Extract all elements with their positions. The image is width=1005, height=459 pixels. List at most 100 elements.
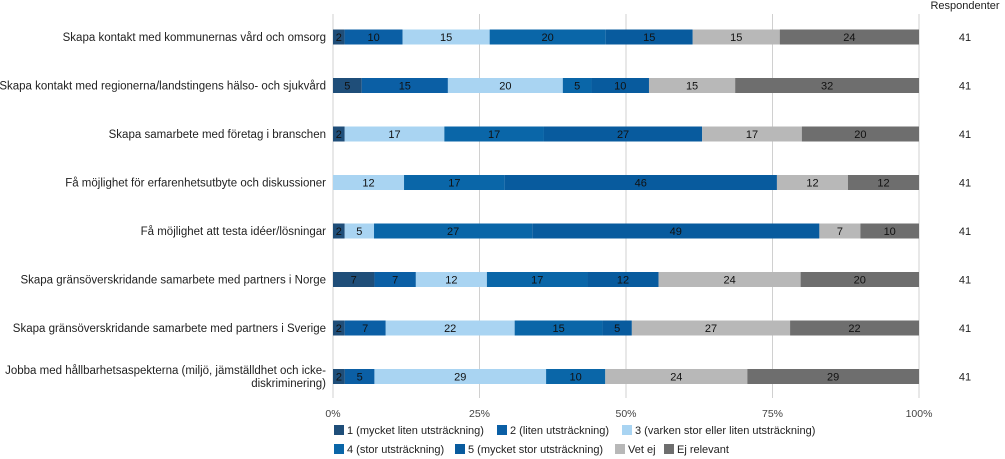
bar-value-label: 12 — [877, 178, 889, 190]
bar-segment[interactable] — [562, 78, 592, 93]
bar-segment[interactable] — [333, 126, 345, 142]
bar-value-label: 20 — [499, 81, 511, 93]
bar-value-label: 49 — [670, 226, 682, 238]
bar-segment[interactable] — [514, 320, 603, 336]
legend-swatch — [497, 425, 507, 435]
bar-value-label: 29 — [454, 372, 466, 384]
category-label: Skapa gränsöverskridande samarbete med p… — [13, 323, 326, 335]
bar-segment[interactable] — [444, 126, 544, 142]
bar-segment[interactable] — [587, 272, 659, 287]
respondents-count: 41 — [959, 32, 971, 44]
bar-value-label: 12 — [806, 178, 818, 190]
bar-value-label: 12 — [445, 275, 457, 287]
bar-segment[interactable] — [344, 223, 375, 239]
bar-segment[interactable] — [344, 320, 386, 336]
bar-segment[interactable] — [546, 369, 606, 384]
bar-segment[interactable] — [344, 369, 375, 384]
x-tick-label: 100% — [906, 408, 933, 420]
respondents-header: Respondenter — [930, 0, 999, 12]
bar-segment[interactable] — [702, 126, 802, 142]
bar-value-label: 5 — [356, 226, 362, 238]
bar-segment[interactable] — [447, 78, 563, 93]
bar-value-label: 7 — [837, 226, 843, 238]
bar-segment[interactable] — [415, 272, 487, 287]
bar-value-label: 10 — [884, 226, 896, 238]
bar-value-label: 15 — [686, 81, 698, 93]
bar-value-label: 17 — [531, 275, 543, 287]
respondents-count: 41 — [959, 81, 971, 93]
legend-entry: Vet ej — [628, 444, 656, 456]
bar-segment[interactable] — [333, 320, 345, 336]
bar-value-label: 32 — [821, 81, 833, 93]
bar-segment[interactable] — [333, 272, 375, 287]
bar-segment[interactable] — [605, 369, 748, 384]
bar-segment[interactable] — [602, 320, 632, 336]
bar-value-label: 2 — [336, 129, 342, 141]
category-label: Skapa gränsöverskridande samarbete med p… — [20, 275, 326, 287]
bar-segment[interactable] — [402, 29, 490, 45]
category-label: diskriminering) — [251, 378, 326, 390]
bar-segment[interactable] — [333, 78, 362, 93]
bar-segment[interactable] — [361, 78, 448, 93]
bar-value-label: 2 — [336, 372, 342, 384]
bar-segment[interactable] — [344, 29, 403, 45]
bar-segment[interactable] — [543, 126, 703, 142]
bar-segment[interactable] — [404, 175, 505, 190]
category-label: Skapa samarbete med företag i branschen — [109, 129, 326, 141]
bar-segment[interactable] — [860, 223, 919, 239]
bar-value-label: 2 — [336, 32, 342, 44]
x-tick-label: 25% — [469, 408, 490, 420]
bar-value-label: 17 — [746, 129, 758, 141]
bar-segment[interactable] — [735, 78, 919, 93]
bar-segment[interactable] — [790, 320, 919, 336]
legend-swatch — [622, 425, 632, 435]
bar-value-label: 22 — [444, 323, 456, 335]
respondents-count: 41 — [959, 323, 971, 335]
bar-segment[interactable] — [591, 78, 649, 93]
bar-segment[interactable] — [800, 272, 919, 287]
bar-segment[interactable] — [489, 29, 606, 45]
bar-segment[interactable] — [801, 126, 919, 142]
bar-value-label: 22 — [848, 323, 860, 335]
legend-swatch — [455, 444, 465, 454]
bar-value-label: 2 — [336, 323, 342, 335]
bar-value-label: 10 — [570, 372, 582, 384]
bar-segment[interactable] — [344, 126, 445, 142]
bar-segment[interactable] — [486, 272, 588, 287]
bar-segment[interactable] — [847, 175, 919, 190]
bar-value-label: 12 — [362, 178, 374, 190]
respondents-count: 41 — [959, 129, 971, 141]
bar-segment[interactable] — [333, 223, 345, 239]
bar-segment[interactable] — [385, 320, 515, 336]
respondents-count: 41 — [959, 226, 971, 238]
bar-segment[interactable] — [532, 223, 820, 239]
bar-segment[interactable] — [605, 29, 693, 45]
bar-segment[interactable] — [374, 369, 547, 384]
bar-segment[interactable] — [776, 175, 848, 190]
bar-value-label: 7 — [362, 323, 368, 335]
bar-segment[interactable] — [374, 223, 533, 239]
bar-segment[interactable] — [658, 272, 801, 287]
respondents-count: 41 — [959, 178, 971, 190]
bar-value-label: 15 — [399, 81, 411, 93]
bar-segment[interactable] — [631, 320, 791, 336]
bar-segment[interactable] — [333, 369, 345, 384]
bar-segment[interactable] — [747, 369, 919, 384]
bar-segment[interactable] — [648, 78, 736, 93]
bar-value-label: 15 — [552, 323, 564, 335]
bar-segment[interactable] — [779, 29, 919, 45]
bar-value-label: 5 — [614, 323, 620, 335]
bar-value-label: 27 — [705, 323, 717, 335]
bar-value-label: 17 — [388, 129, 400, 141]
legend-swatch — [334, 425, 344, 435]
bar-value-label: 29 — [827, 372, 839, 384]
bar-segment[interactable] — [333, 29, 345, 45]
bar-value-label: 17 — [488, 129, 500, 141]
bar-segment[interactable] — [692, 29, 780, 45]
bar-segment[interactable] — [333, 175, 405, 190]
bar-value-label: 20 — [854, 129, 866, 141]
bar-segment[interactable] — [819, 223, 861, 239]
bar-segment[interactable] — [374, 272, 416, 287]
bar-segment[interactable] — [504, 175, 777, 190]
